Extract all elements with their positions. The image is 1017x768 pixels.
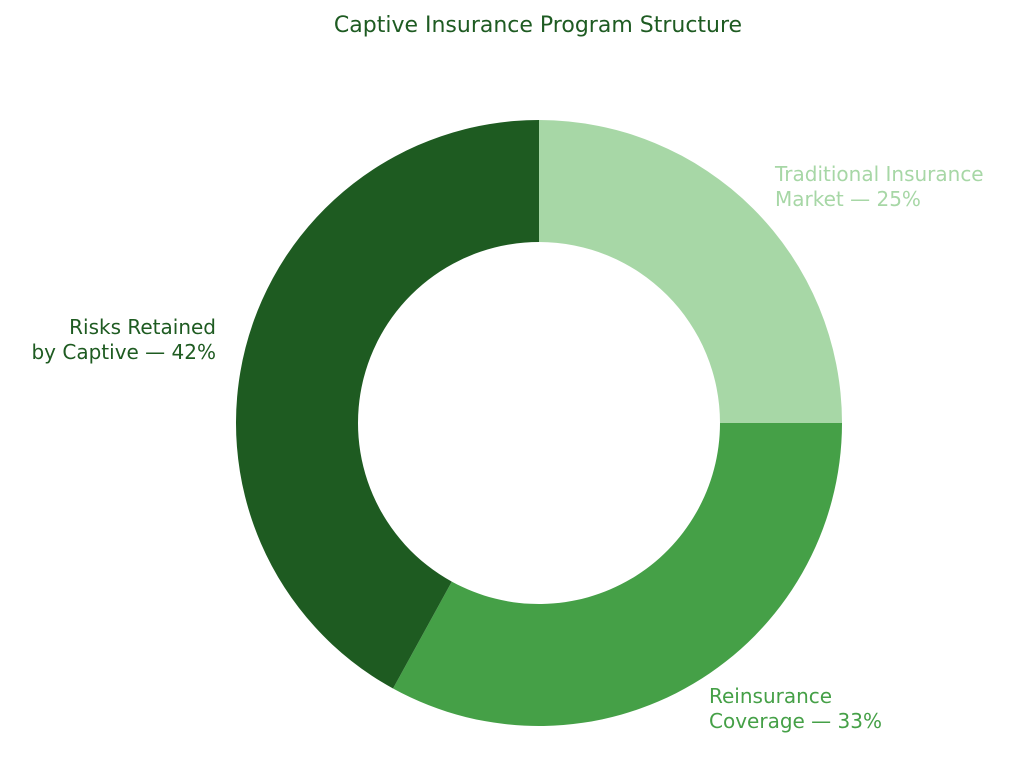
label-line: Reinsurance <box>709 684 832 708</box>
slice-labels: Traditional Insurance Market — 25% Reinsur… <box>31 162 983 733</box>
slice-traditional-insurance-market <box>539 120 842 423</box>
label-line: Risks Retained <box>69 315 216 339</box>
label-line: by Captive — 42% <box>31 340 216 364</box>
label-line: Coverage — 33% <box>709 709 882 733</box>
label-reinsurance-coverage: Reinsurance Coverage — 33% <box>709 684 882 733</box>
slice-reinsurance-coverage <box>393 423 842 726</box>
label-risks-retained-by-captive: Risks Retained by Captive — 42% <box>31 315 216 364</box>
label-traditional-insurance-market: Traditional Insurance Market — 25% <box>774 162 984 211</box>
donut-slices <box>235 119 842 726</box>
chart-title: Captive Insurance Program Structure <box>334 13 742 38</box>
label-line: Market — 25% <box>775 187 921 211</box>
label-line: Traditional Insurance <box>774 162 984 186</box>
slice-risks-retained-by-captive <box>235 119 540 689</box>
